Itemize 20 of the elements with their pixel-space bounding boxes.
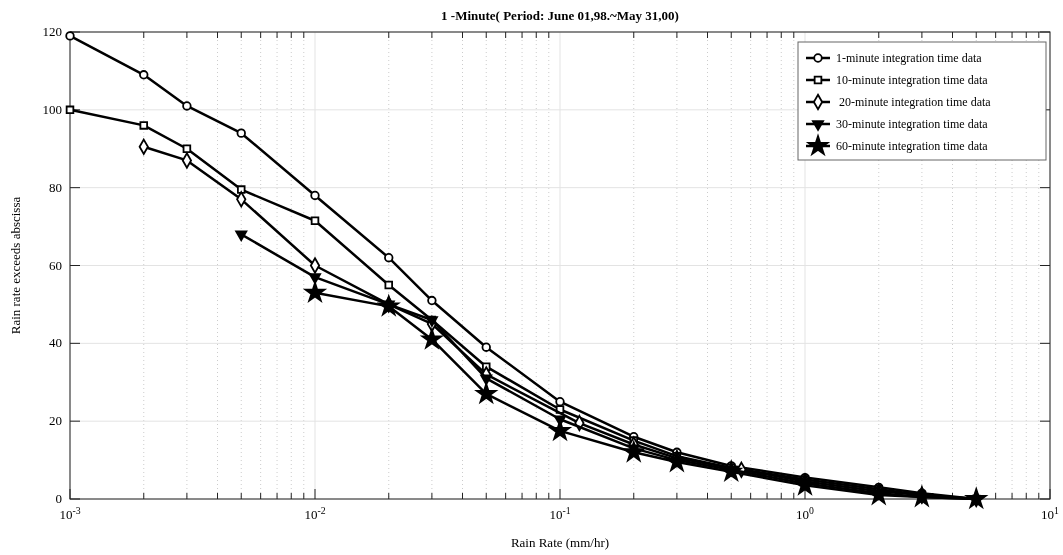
x-tick-label: 10$^{-2}$ xyxy=(304,504,326,522)
x-tick-label: 10$^{0}$ xyxy=(796,504,815,522)
x-axis-title: Rain Rate (mm/hr) xyxy=(510,535,610,550)
legend-label: 10-minute integration time data xyxy=(836,73,989,87)
y-tick-label: 60 xyxy=(49,257,62,273)
x-tick-label: 10$^{-3}$ xyxy=(59,504,81,522)
y-tick-label: 0 xyxy=(55,491,62,506)
chart-title: 1 -Minute( Period: June 01,98.~May 31,00) xyxy=(441,8,679,23)
legend-label: 20-minute integration time data xyxy=(836,95,992,109)
legend-label: 30-minute integration time data xyxy=(836,117,989,131)
x-tick-label: 10$^{1}$ xyxy=(1041,504,1060,522)
legend-label: 60-minute integration time data xyxy=(836,139,989,153)
y-axis-title: Rain rate exceeds abscissa xyxy=(8,196,23,335)
y-tick-label: 100 xyxy=(42,101,62,117)
legend-label: 1-minute integration time data xyxy=(836,51,983,65)
x-tick-label: 10$^{-1}$ xyxy=(549,504,571,522)
y-tick-label: 80 xyxy=(49,179,62,195)
y-tick-label: 20 xyxy=(49,413,62,429)
y-tick-label: 120 xyxy=(42,24,62,39)
y-tick-label: 40 xyxy=(49,335,62,351)
